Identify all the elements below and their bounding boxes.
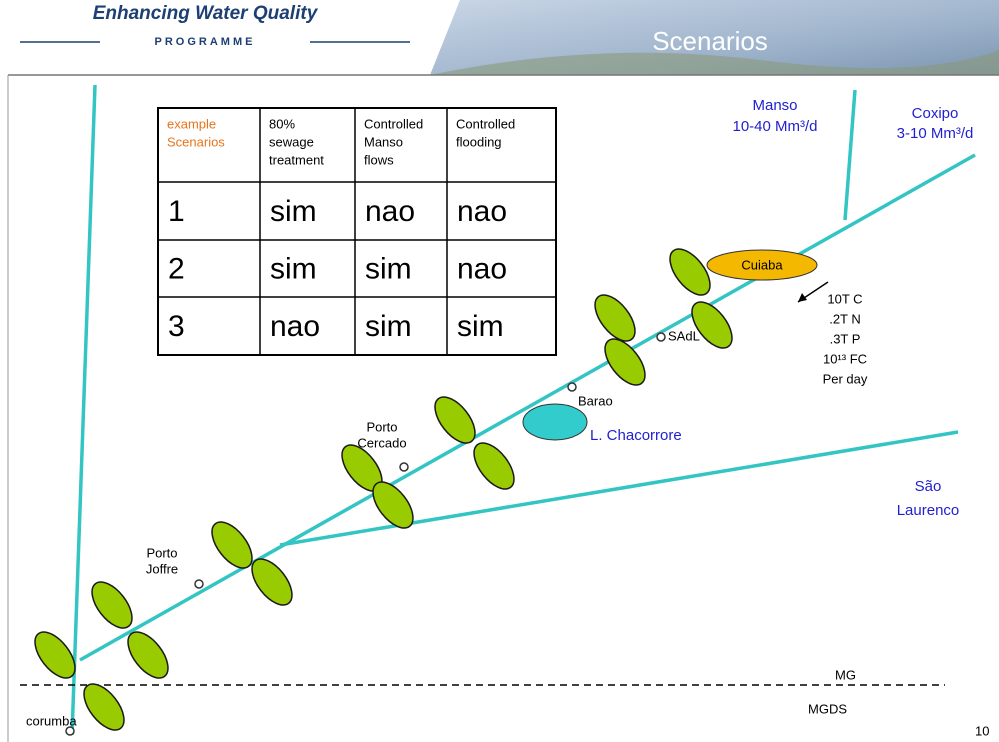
table-header: example <box>167 116 216 131</box>
label-line: Manso <box>752 97 797 114</box>
label-line: .2T N <box>829 311 861 326</box>
wetland <box>76 677 131 737</box>
table-cell: 3 <box>168 310 185 343</box>
table-cell: sim <box>457 310 504 343</box>
river <box>845 90 855 220</box>
label-line: São <box>915 478 942 495</box>
scenario-table: example Scenarios 80% sewage treatment Contro… <box>158 108 556 355</box>
table-header: Controlled <box>364 116 423 131</box>
zone-label: MG <box>835 667 856 682</box>
label-line: Porto <box>146 545 177 560</box>
label-line: 10T C <box>827 291 862 306</box>
label-line: Porto <box>366 419 397 434</box>
table-cell: sim <box>365 310 412 343</box>
wetland <box>662 242 717 302</box>
label-line: 10¹³ FC <box>823 351 867 366</box>
wetland <box>427 390 482 450</box>
label-line: Laurenco <box>897 502 960 519</box>
logo-subtitle: PROGRAMME <box>155 36 256 48</box>
page: {"header": {"logo_title": "Enhancing Wat… <box>0 0 999 742</box>
label-line: .3T P <box>830 331 861 346</box>
site-label: Barao <box>578 393 613 408</box>
table-cell: nao <box>457 195 507 228</box>
table-cell: 1 <box>168 195 185 228</box>
table-header: flows <box>364 152 394 167</box>
slide-title: Scenarios <box>652 26 768 56</box>
site-label: SAdL <box>668 328 700 343</box>
table-header: Scenarios <box>167 134 225 149</box>
label-line: Cercado <box>357 435 406 450</box>
table-cell: nao <box>270 310 320 343</box>
table-cell: sim <box>365 252 412 285</box>
zone-label: MGDS <box>808 701 847 716</box>
wetland <box>84 575 139 635</box>
site <box>400 463 408 471</box>
table-header: sewage <box>269 134 314 149</box>
page-number: 10 <box>975 723 989 738</box>
river <box>72 85 95 735</box>
table-cell: sim <box>270 195 317 228</box>
table-header: Controlled <box>456 116 515 131</box>
label-line: 10-40 Mm³/d <box>732 118 817 135</box>
table-cell: sim <box>270 252 317 285</box>
lake-label: L. Chacorrore <box>590 427 682 444</box>
table-cell: nao <box>365 195 415 228</box>
site-label: corumba <box>26 713 77 728</box>
table-header: 80% <box>269 116 295 131</box>
lake <box>523 404 587 440</box>
wetland <box>466 436 521 496</box>
logo-title: Enhancing Water Quality <box>93 3 319 24</box>
label-line: 3-10 Mm³/d <box>897 125 974 142</box>
table-header: flooding <box>456 134 502 149</box>
table-header: treatment <box>269 152 324 167</box>
table-cell: nao <box>457 252 507 285</box>
label-line: Joffre <box>146 561 178 576</box>
label-line: Coxipo <box>912 105 959 122</box>
site <box>568 383 576 391</box>
slide: Enhancing Water Quality PROGRAMME Scenar… <box>0 0 999 742</box>
wetland <box>204 515 259 575</box>
label-line: Per day <box>823 371 868 386</box>
city-label: Cuiaba <box>741 257 783 272</box>
site <box>657 333 665 341</box>
table-header: Manso <box>364 134 403 149</box>
site <box>195 580 203 588</box>
table-cell: 2 <box>168 252 185 285</box>
